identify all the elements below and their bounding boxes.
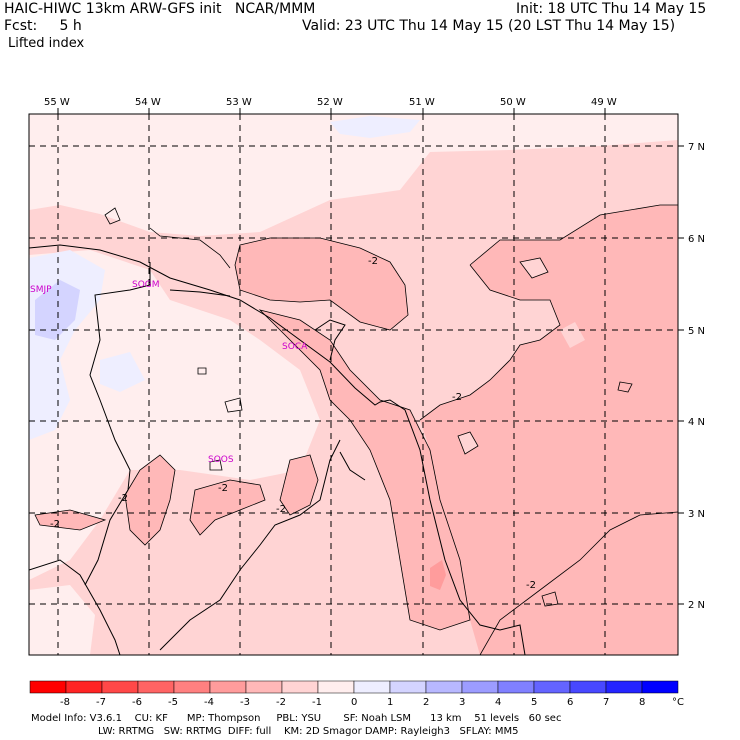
- map-frame: [28, 113, 679, 656]
- colorbar-tick-label: 3: [459, 697, 465, 708]
- contour-label: -2: [50, 519, 60, 530]
- lon-label: 51 W: [409, 97, 435, 108]
- model-info-line1: Model Info: V3.6.1 CU: KF MP: Thompson P…: [31, 713, 562, 724]
- colorbar-tick-label: -8: [60, 697, 70, 708]
- lon-label: 53 W: [226, 97, 252, 108]
- coastlines-borders: [29, 244, 526, 655]
- colorbar-tick-label: 7: [603, 697, 609, 708]
- colorbar-swatch: [389, 680, 427, 694]
- lon-label: 54 W: [135, 97, 161, 108]
- station-label: SOGM: [132, 280, 160, 290]
- colorbar-tick-label: -2: [276, 697, 286, 708]
- lat-label: 3 N: [688, 509, 705, 520]
- contour-lines: [34, 204, 678, 655]
- init-time: Init: 18 UTC Thu 14 May 15: [516, 1, 707, 17]
- colorbar-swatch: [497, 680, 535, 694]
- colorbar-swatch: [533, 680, 571, 694]
- valid-time: Valid: 23 UTC Thu 14 May 15 (20 LST Thu …: [302, 18, 676, 34]
- colorbar-tick-label: -3: [240, 697, 250, 708]
- colorbar-swatch: [65, 680, 103, 694]
- contour-label: -2: [218, 483, 228, 494]
- colorbar-tick-label: -4: [204, 697, 214, 708]
- lat-lon-grid: [29, 114, 678, 655]
- colorbar-swatch: [569, 680, 607, 694]
- latitude-labels: 7 N 6 N 5 N 4 N 3 N 2 N: [688, 142, 705, 611]
- station-labels: SMJP SOGM SOCA SOOS: [30, 280, 308, 465]
- forecast-hour: Fcst: 5 h: [4, 18, 82, 34]
- contour-label: -2: [526, 580, 536, 591]
- lon-label: 52 W: [317, 97, 343, 108]
- colorbar-swatch: [173, 680, 211, 694]
- field-name: Lifted index: [8, 36, 85, 51]
- model-title: HAIC-HIWC 13km ARW-GFS init NCAR/MMM: [4, 1, 316, 17]
- lifted-index-field: [29, 114, 678, 655]
- colorbar-tick-label: 8: [639, 697, 645, 708]
- colorbar-tick-label: 2: [423, 697, 429, 708]
- lat-label: 7 N: [688, 142, 705, 153]
- lon-label: 49 W: [591, 97, 617, 108]
- contour-label: -2: [368, 256, 378, 267]
- lat-label: 4 N: [688, 417, 705, 428]
- colorbar-tick-label: -6: [132, 697, 142, 708]
- colorbar-swatch: [101, 680, 139, 694]
- lon-label: 50 W: [500, 97, 526, 108]
- colorbar: -8 -7 -6 -5 -4 -3 -2 -1 0 1 2 3 4 5 6 7 8: [29, 680, 679, 708]
- contour-label: -2: [118, 493, 128, 504]
- lat-label: 6 N: [688, 234, 705, 245]
- colorbar-swatch: [209, 680, 247, 694]
- colorbar-tick-label: -1: [312, 697, 322, 708]
- colorbar-tick-label: 1: [387, 697, 393, 708]
- model-info-line2: LW: RRTMG SW: RRTMG DIFF: full KM: 2D Sm…: [98, 726, 519, 737]
- colorbar-swatch: [605, 680, 643, 694]
- colorbar-tick-label: 4: [495, 697, 501, 708]
- axis-ticks: [57, 108, 684, 605]
- station-label: SOOS: [208, 455, 234, 465]
- colorbar-tick-label: 5: [531, 697, 537, 708]
- longitude-labels: 55 W 54 W 53 W 52 W 51 W 50 W 49 W: [44, 97, 617, 108]
- colorbar-swatch: [245, 680, 283, 694]
- colorbar-swatch: [29, 680, 67, 694]
- colorbar-swatch: [641, 680, 679, 694]
- colorbar-swatch: [461, 680, 499, 694]
- colorbar-swatch: [281, 680, 319, 694]
- colorbar-tick-label: -5: [168, 697, 178, 708]
- colorbar-unit: °C: [672, 697, 684, 708]
- lat-label: 5 N: [688, 326, 705, 337]
- colorbar-tick-label: 6: [567, 697, 573, 708]
- colorbar-swatch: [425, 680, 463, 694]
- colorbar-tick-label: -7: [96, 697, 106, 708]
- colorbar-tick-label: 0: [351, 697, 357, 708]
- station-label: SOCA: [282, 342, 308, 352]
- contour-value-labels: -2 -2 -2 -2 -2 -2 -2: [50, 256, 536, 591]
- station-label: SMJP: [30, 285, 52, 295]
- contour-label: -2: [452, 392, 462, 403]
- contour-label: -2: [276, 504, 286, 515]
- colorbar-swatch: [317, 680, 355, 694]
- lat-label: 2 N: [688, 600, 705, 611]
- colorbar-swatch: [353, 680, 391, 694]
- lon-label: 55 W: [44, 97, 70, 108]
- colorbar-swatch: [137, 680, 175, 694]
